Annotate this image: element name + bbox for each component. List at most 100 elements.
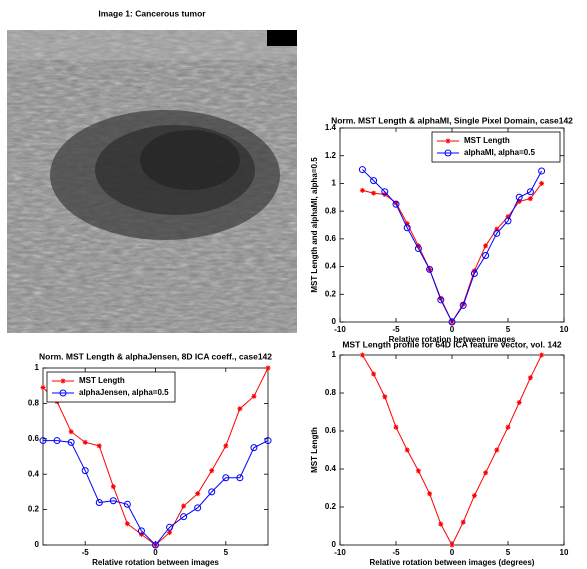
marker-shape [96,443,102,449]
marker-shape [110,484,116,490]
marker-shape [505,214,511,220]
marker-shape [494,226,500,232]
data-point [505,214,511,220]
data-point [483,243,489,249]
y-tick-label: 0.6 [28,434,40,443]
data-point [195,491,201,497]
marker-shape [539,180,545,186]
marker-shape [404,447,410,453]
data-point [427,491,433,497]
marker-shape [527,375,533,381]
y-tick-label: 0.4 [325,464,337,473]
x-tick-label: 0 [450,548,455,557]
x-axis-label: Relative rotation between images [92,558,219,567]
x-tick-label: 5 [506,325,511,334]
data-point [39,437,47,445]
data-point [393,200,399,206]
data-point [251,393,257,399]
y-tick-label: 1 [332,179,337,188]
marker-shape [359,352,365,358]
marker-shape [445,138,451,144]
marker-shape [404,221,410,227]
y-tick-label: 1 [332,350,337,359]
data-point [404,447,410,453]
data-point [264,437,272,445]
marker-shape [237,406,243,412]
marker-shape [393,200,399,206]
series-line [43,440,269,546]
data-point [359,352,365,358]
data-point [482,251,490,259]
data-point [403,224,411,232]
data-point [526,188,534,196]
data-point [359,187,365,193]
data-point [40,384,46,390]
data-point [124,521,130,527]
marker-shape [181,503,187,509]
x-axis-label: Relative rotation between images (degree… [370,558,535,567]
x-tick-label: -5 [392,325,400,334]
data-point [504,217,512,225]
marker-shape [371,371,377,377]
marker-shape [382,394,388,400]
y-tick-label: 0.4 [28,469,40,478]
legend-marker [444,149,452,157]
y-tick-label: 0.2 [28,505,40,514]
marker-shape [167,530,173,536]
y-tick-label: 0.4 [325,262,337,271]
data-point [194,504,202,512]
data-point [82,439,88,445]
legend-box [46,371,176,403]
data-point [538,167,546,175]
data-point [95,499,103,507]
marker-shape [427,491,433,497]
marker-shape [460,519,466,525]
data-point [392,200,400,208]
data-point [208,488,216,496]
data-point [53,437,61,445]
marker-shape [251,393,257,399]
marker-shape [124,521,130,527]
x-tick-label: 5 [506,548,511,557]
marker-shape [393,424,399,430]
marker-shape [68,429,74,435]
x-tick-label: -5 [82,548,90,557]
marker-shape [82,439,88,445]
legend-label: MST Length [79,376,125,385]
marker-shape [449,542,455,548]
y-tick-label: 0.8 [325,388,337,397]
data-point [137,527,145,535]
marker-shape [359,187,365,193]
marker-shape [195,491,201,497]
data-point [236,474,244,482]
data-point [527,375,533,381]
chart-title: Norm. MST Length & alphaMI, Single Pixel… [331,115,573,125]
y-axis-label: MST Length and alphaMI, alpha=0.5 [310,157,319,293]
legend-marker [59,389,67,397]
data-point [109,497,117,505]
data-point [494,226,500,232]
x-tick-label: 0 [450,325,455,334]
legend: MST Length alphaMI, alpha=0.5 [431,131,561,163]
marker-shape [223,443,229,449]
y-tick-label: 0 [35,540,40,549]
x-tick-label: 10 [560,548,569,557]
data-point [237,406,243,412]
marker-shape [438,521,444,527]
x-tick-label: -5 [392,548,400,557]
data-point [415,468,421,474]
data-point [471,493,477,499]
data-point [470,270,478,277]
data-point [265,365,271,371]
data-point [67,438,75,446]
y-tick-label: 0.6 [325,234,337,243]
data-point [438,521,444,527]
legend-label: alphaMI, alpha=0.5 [464,148,535,157]
data-point [381,188,389,196]
legend-label: MST Length [464,136,510,145]
data-point [449,542,455,548]
data-point [459,301,467,309]
data-point [250,444,258,452]
x-axis-label: Relative rotation between images [389,335,516,344]
